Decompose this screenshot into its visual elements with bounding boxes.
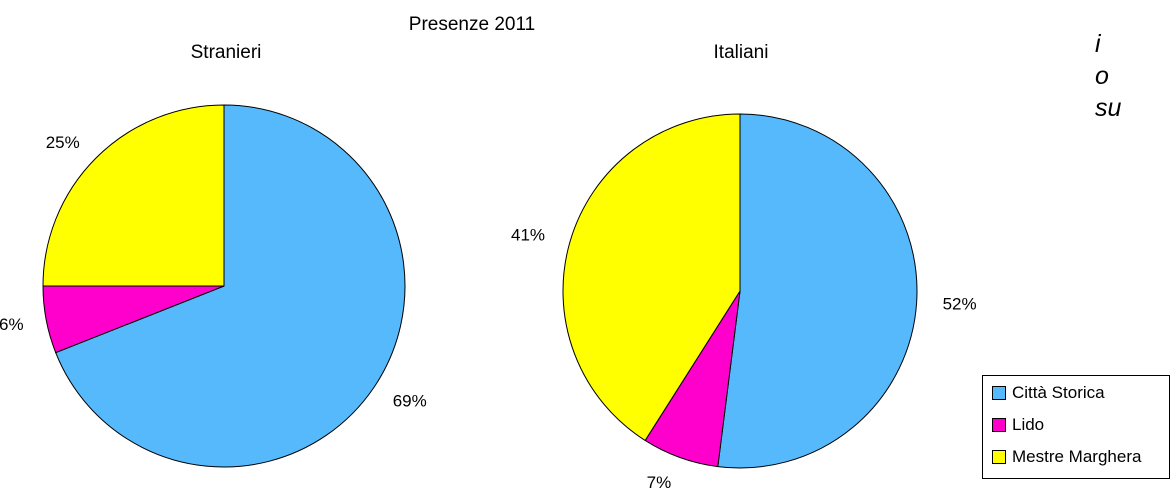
pie-slices (42, 104, 918, 469)
legend-swatch-citta-storica (992, 386, 1006, 400)
pie-title-stranieri: Stranieri (191, 42, 262, 63)
pie-title-italiani: Italiani (714, 42, 769, 63)
legend-label: Mestre Marghera (1012, 447, 1142, 466)
side-text: i o su (1095, 28, 1170, 124)
pie-slice-citta-storica (55, 104, 406, 468)
pie-label-lido: 7% (647, 473, 672, 492)
pie-slice-citta-storica (717, 113, 918, 469)
legend: Città Storica Lido Mestre Marghera (982, 375, 1170, 479)
legend-swatch-lido (992, 418, 1006, 432)
pie-label-mestre-marghera: 25% (46, 133, 80, 152)
pie-label-lido: 6% (0, 315, 24, 334)
side-text-line: o (1095, 62, 1109, 90)
pie-label-mestre-marghera: 41% (511, 225, 545, 244)
legend-item: Mestre Marghera (992, 446, 1141, 468)
legend-label: Città Storica (1012, 383, 1105, 402)
legend-item: Città Storica (992, 382, 1105, 404)
pie-labels: 69% 6% 25% 52% 7% 41% (0, 133, 977, 492)
legend-label: Lido (1012, 415, 1045, 434)
side-text-line: su (1095, 94, 1122, 122)
legend-item: Lido (992, 414, 1044, 436)
side-text-line: i (1095, 30, 1101, 58)
pie-label-citta-storica: 52% (943, 295, 977, 314)
pie-slice-mestre-marghera (562, 113, 741, 442)
legend-swatch-mestre-marghera (992, 450, 1006, 464)
pie-label-citta-storica: 69% (393, 392, 427, 411)
pie-slice-mestre-marghera (42, 104, 225, 287)
chart-title: Presenze 2011 (409, 14, 535, 35)
